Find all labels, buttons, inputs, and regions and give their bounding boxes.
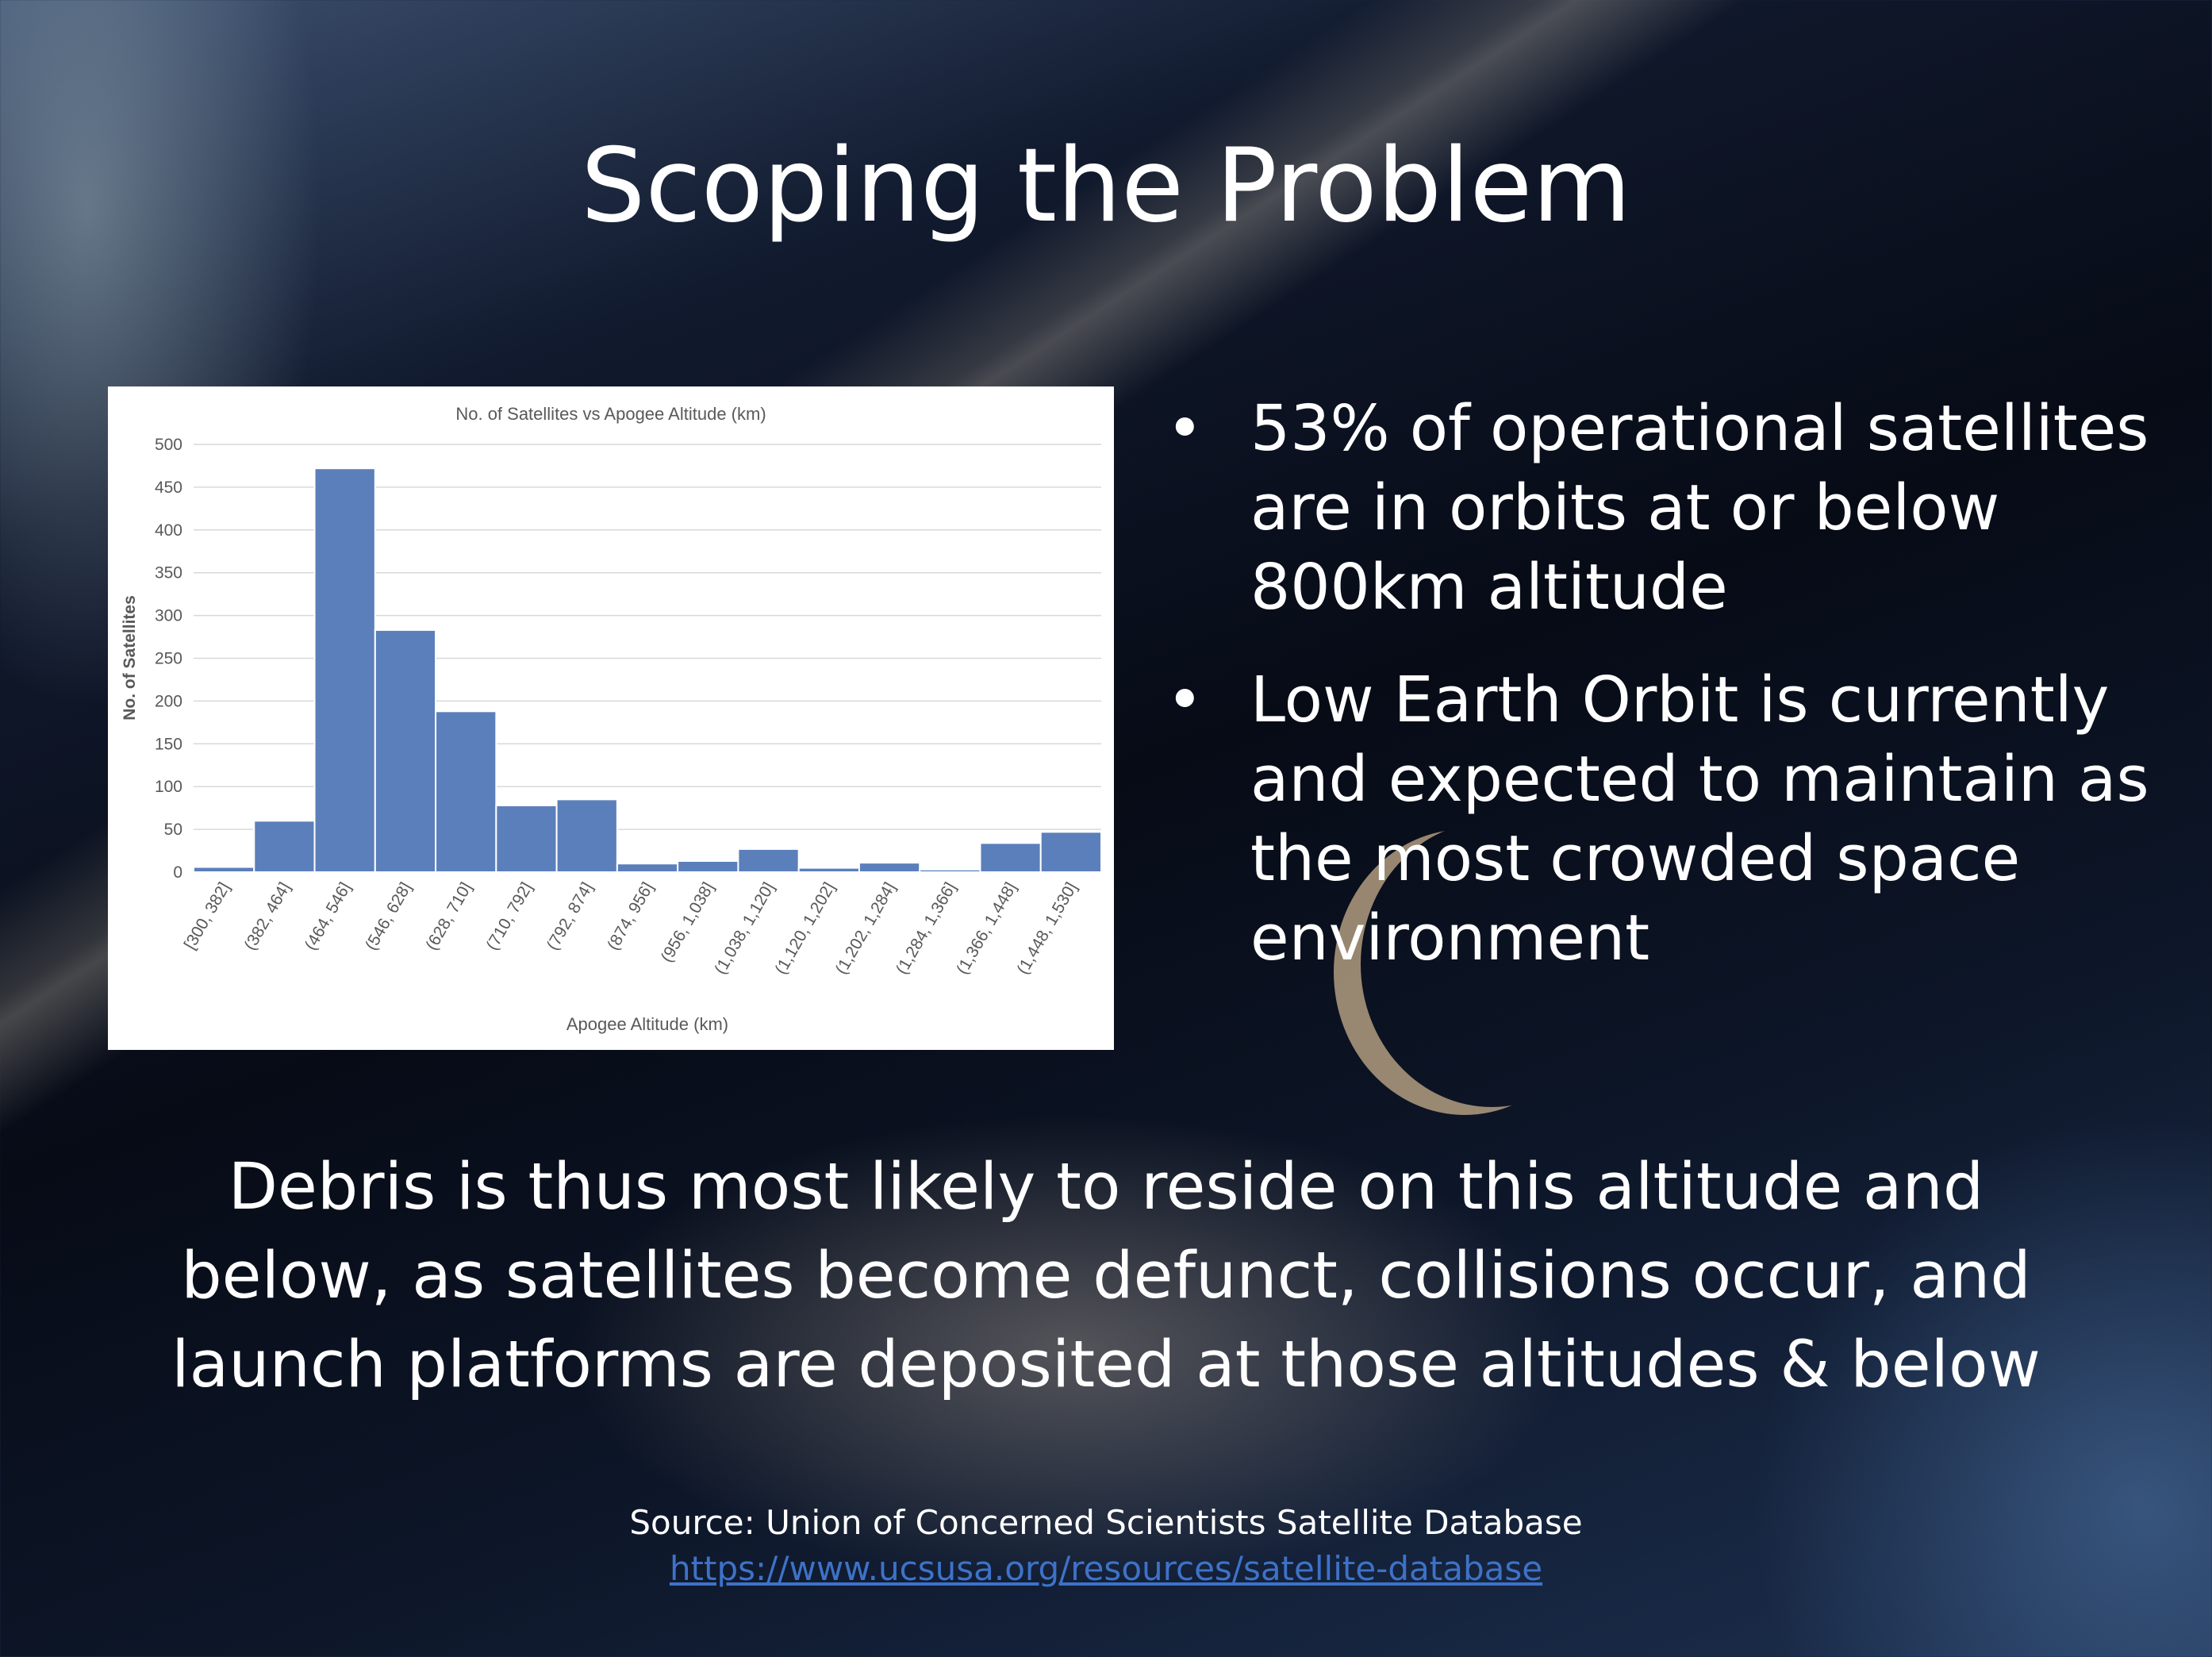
x-tick-label: (792, 874] [543,879,597,953]
y-tick-label: 200 [155,692,182,710]
x-tick-label: (1,284, 1,366] [893,879,960,978]
chart-svg: No. of Satellites vs Apogee Altitude (km… [121,404,1102,1034]
y-tick-label: 400 [155,521,182,540]
x-tick-label: (1,120, 1,202] [771,879,839,978]
source-label: Source: Union of Concerned Scientists Sa… [629,1503,1583,1542]
x-tick-label: [300, 382] [181,879,234,952]
x-tick-label: (956, 1,038] [658,879,718,966]
bullet-marker: • [1166,392,1204,465]
histogram-bar [495,804,558,874]
summary-text: Debris is thus most likely to reside on … [171,1150,2041,1402]
x-tick-label: (874, 956] [604,879,657,953]
x-tick-label: (464, 546] [301,879,355,953]
y-tick-label: 250 [155,650,182,668]
x-tick-label: (382, 464] [241,879,294,953]
y-tick-label: 100 [155,778,182,796]
source-link[interactable]: https://www.ucsusa.org/resources/satelli… [669,1549,1543,1588]
bullet-marker: • [1166,663,1204,736]
histogram-bar [193,866,255,873]
y-tick-label: 0 [173,863,182,882]
histogram-bar [858,862,921,874]
y-axis-label: No. of Satellites [121,595,139,721]
chart-title: No. of Satellites vs Apogee Altitude (km… [455,404,766,424]
bullet-list: • 53% of operational satellites are in o… [1158,389,2174,1011]
x-axis-label: Apogee Altitude (km) [566,1014,728,1034]
bullet-text: Low Earth Orbit is currently and expecte… [1250,663,2149,975]
source-citation: Source: Union of Concerned Scientists Sa… [0,1500,2212,1592]
histogram-bar [737,848,800,873]
histogram-chart: No. of Satellites vs Apogee Altitude (km… [108,386,1114,1050]
x-tick-label: (628, 710] [422,879,475,953]
bullet-text: 53% of operational satellites are in orb… [1250,392,2149,624]
histogram-bar [677,859,739,874]
bullet-item: • Low Earth Orbit is currently and expec… [1158,660,2174,978]
histogram-bar [919,868,981,873]
y-tick-label: 150 [155,735,182,753]
bullet-item: • 53% of operational satellites are in o… [1158,389,2174,627]
histogram-bar [374,629,437,873]
y-tick-label: 300 [155,607,182,625]
x-tick-label: (1,366, 1,448] [953,879,1020,978]
chart-bars [193,467,1102,874]
histogram-bar [313,467,376,874]
x-tick-label: (1,448, 1,530] [1013,879,1081,978]
histogram-bar [616,863,679,873]
y-axis-ticks: 0 50 100 150 200 250 300 350 400 450 500 [155,436,182,882]
x-tick-label: (546, 628] [362,879,415,953]
x-axis-ticks: [300, 382] (382, 464] (464, 546] (546, 628]… [181,879,1081,978]
histogram-bar [555,798,618,873]
histogram-bar [1039,831,1102,873]
x-tick-label: (1,202, 1,284] [832,879,900,978]
histogram-bar [435,710,497,873]
histogram-bar [253,820,316,874]
y-tick-label: 450 [155,479,182,497]
slide-title: Scoping the Problem [581,127,1631,245]
histogram-bar [979,842,1042,874]
y-tick-label: 500 [155,436,182,454]
x-tick-label: (710, 792] [483,879,536,953]
y-tick-label: 350 [155,564,182,582]
x-tick-label: (1,038, 1,120] [711,879,778,978]
y-tick-label: 50 [164,821,182,839]
histogram-bar [797,867,860,873]
